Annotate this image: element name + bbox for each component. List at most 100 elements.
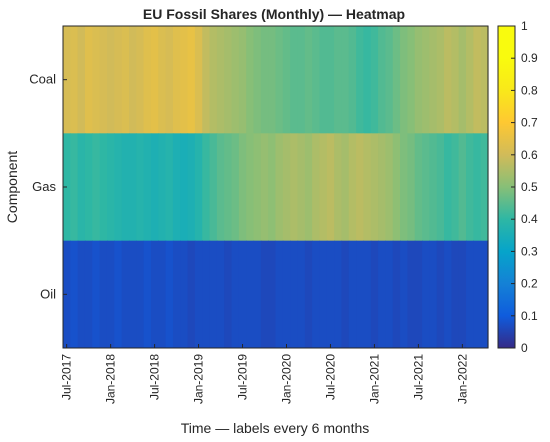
heatmap-cell	[187, 133, 196, 241]
heatmap-cell	[77, 133, 86, 241]
colorbar-tick-label: 0.5	[521, 180, 538, 194]
heatmap-cell	[231, 133, 240, 241]
heatmap-cell	[407, 26, 416, 134]
heatmap-cell	[216, 240, 225, 349]
heatmap-cell	[400, 26, 408, 134]
heatmap-cell	[400, 133, 408, 241]
heatmap-cell	[444, 26, 452, 134]
heatmap-cell	[260, 26, 269, 134]
heatmap-cell	[246, 133, 255, 241]
heatmap-cell	[209, 26, 218, 134]
y-axis-title: Component	[4, 151, 20, 223]
heatmap-cell	[114, 26, 123, 134]
colorbar-ticks: 0 0.1 0.2 0.3 0.4 0.5 0.6 0.7 0.8 0.9 1	[511, 19, 538, 355]
heatmap-cell	[319, 133, 328, 241]
heatmap-cell	[180, 240, 189, 349]
heatmap-cell	[216, 26, 225, 134]
x-tick-label: Jul-2018	[148, 354, 162, 400]
heatmap-cell	[473, 133, 482, 241]
heatmap-cell	[70, 26, 79, 134]
heatmap-cell	[136, 240, 145, 349]
heatmap-cell	[172, 26, 181, 134]
heatmap-cell	[128, 133, 137, 241]
heatmap-cell	[180, 133, 189, 241]
x-tick-label: Jan-2020	[279, 354, 293, 404]
heatmap-cell	[348, 26, 357, 134]
heatmap-cell	[70, 240, 79, 349]
heatmap-cell	[238, 133, 247, 241]
heatmap-cell	[275, 240, 284, 349]
heatmap-cell	[378, 240, 387, 349]
heatmap-cell	[158, 26, 167, 134]
heatmap-cell	[480, 240, 489, 349]
colorbar-tick-label: 0.6	[521, 148, 538, 162]
heatmap-cell	[209, 133, 218, 241]
heatmap-cell	[106, 133, 115, 241]
heatmap-cell	[121, 240, 130, 349]
heatmap-cell	[429, 133, 438, 241]
x-tick-label: Jul-2019	[236, 354, 250, 400]
heatmap-cell	[260, 240, 269, 349]
heatmap-cell	[407, 240, 416, 349]
heatmap-cell	[458, 240, 467, 349]
heatmap-cell	[334, 240, 343, 349]
heatmap-cell	[341, 240, 350, 349]
heatmap-cell	[238, 240, 247, 349]
heatmap-cell	[370, 26, 379, 134]
heatmap-cell	[202, 26, 211, 134]
heatmap-cell	[253, 240, 262, 349]
heatmap-cell	[290, 240, 299, 349]
heatmap-cell	[165, 240, 174, 349]
heatmap-cell	[304, 240, 313, 349]
heatmap-cell	[414, 26, 423, 134]
heatmap-cell	[466, 133, 474, 241]
heatmap-cell	[370, 133, 379, 241]
colorbar-tick-label: 0.3	[521, 244, 538, 258]
heatmap-cell	[297, 133, 306, 241]
heatmap-cell	[275, 133, 284, 241]
heatmap-cell	[150, 240, 159, 349]
heatmap-cell	[246, 26, 255, 134]
heatmap-cell	[466, 26, 474, 134]
heatmap-cell	[422, 26, 430, 134]
heatmap-cell	[194, 240, 203, 349]
row-labels: Coal Gas Oil	[29, 72, 67, 301]
heatmap-cell	[224, 26, 233, 134]
heatmap-cell	[224, 240, 233, 349]
x-tick-label: Jan-2019	[192, 354, 206, 404]
heatmap-cell	[312, 240, 321, 349]
heatmap-cell	[392, 133, 401, 241]
heatmap-cell	[238, 26, 247, 134]
heatmap-cell	[356, 26, 365, 134]
heatmap-cell	[121, 133, 130, 241]
heatmap-cell	[480, 133, 489, 241]
heatmap-cell	[150, 133, 159, 241]
heatmap-cell	[187, 240, 196, 349]
heatmap-cell	[341, 133, 350, 241]
heatmap-cell	[268, 26, 277, 134]
heatmap-cell	[385, 26, 394, 134]
heatmap-cell	[180, 26, 189, 134]
heatmap-cell	[458, 133, 467, 241]
heatmap-cell	[304, 133, 313, 241]
heatmap-cell	[143, 240, 152, 349]
heatmap-cell	[312, 133, 321, 241]
heatmap-cell	[165, 26, 174, 134]
heatmap-cell	[363, 26, 372, 134]
heatmap-cell	[128, 240, 137, 349]
heatmap-cell	[143, 133, 152, 241]
heatmap-cell	[106, 26, 115, 134]
x-tick-label: Jan-2018	[104, 354, 118, 404]
heatmap-cells	[63, 26, 489, 349]
x-tick-label: Jul-2017	[60, 354, 74, 400]
heatmap-cell	[378, 133, 387, 241]
colorbar-tick-label: 0.9	[521, 51, 538, 65]
heatmap-cell	[392, 240, 401, 349]
x-axis-title: Time — labels every 6 months	[181, 420, 370, 436]
heatmap-cell	[414, 240, 423, 349]
heatmap-cell	[143, 26, 152, 134]
heatmap-cell	[422, 133, 430, 241]
heatmap-cell	[216, 133, 225, 241]
heatmap-cell	[202, 240, 211, 349]
